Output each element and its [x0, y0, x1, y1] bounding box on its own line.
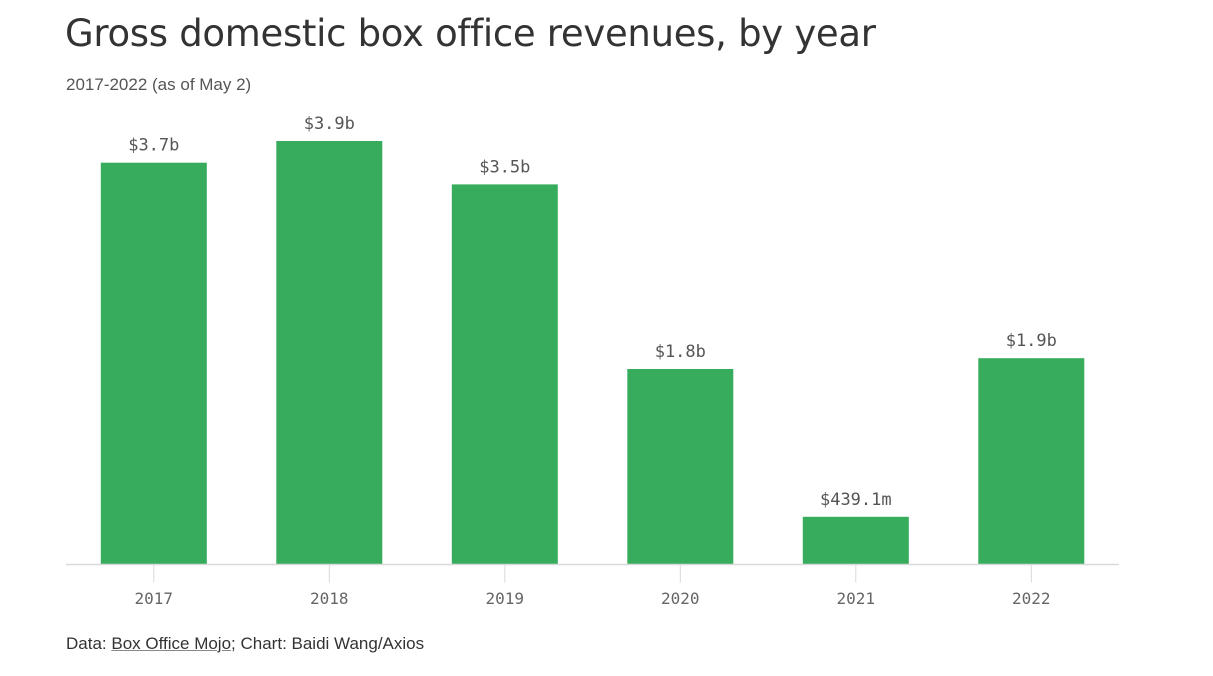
x-tick-label-2017: 2017	[135, 589, 174, 608]
x-tick-label-2018: 2018	[310, 589, 349, 608]
bar-2020	[627, 369, 734, 565]
bar-2022	[978, 358, 1085, 565]
footer-credit: ; Chart: Baidi Wang/Axios	[231, 634, 425, 653]
chart-footer: Data: Box Office Mojo; Chart: Baidi Wang…	[66, 634, 424, 654]
bar-2021	[802, 516, 909, 565]
bar-value-label-2017: $3.7b	[128, 136, 179, 156]
x-tick-label-2021: 2021	[837, 589, 876, 608]
source-link[interactable]: Box Office Mojo	[111, 634, 232, 653]
bar-value-label-2019: $3.5b	[479, 157, 530, 177]
x-tick-label-2019: 2019	[486, 589, 525, 608]
footer-data-prefix: Data:	[66, 634, 112, 653]
x-tick-label-2022: 2022	[1012, 589, 1051, 608]
bar-value-label-2022: $1.9b	[1006, 331, 1057, 351]
bar-2017	[100, 162, 207, 565]
x-tick-label-2020: 2020	[661, 589, 700, 608]
bar-value-label-2018: $3.9b	[304, 114, 355, 134]
chart-title: Gross domestic box office revenues, by y…	[65, 12, 876, 55]
bar-2018	[276, 141, 383, 565]
chart-subtitle: 2017-2022 (as of May 2)	[66, 75, 252, 94]
bar-value-label-2021: $439.1m	[820, 490, 892, 510]
bar-value-label-2020: $1.8b	[655, 342, 706, 362]
bar-2019	[451, 184, 558, 565]
